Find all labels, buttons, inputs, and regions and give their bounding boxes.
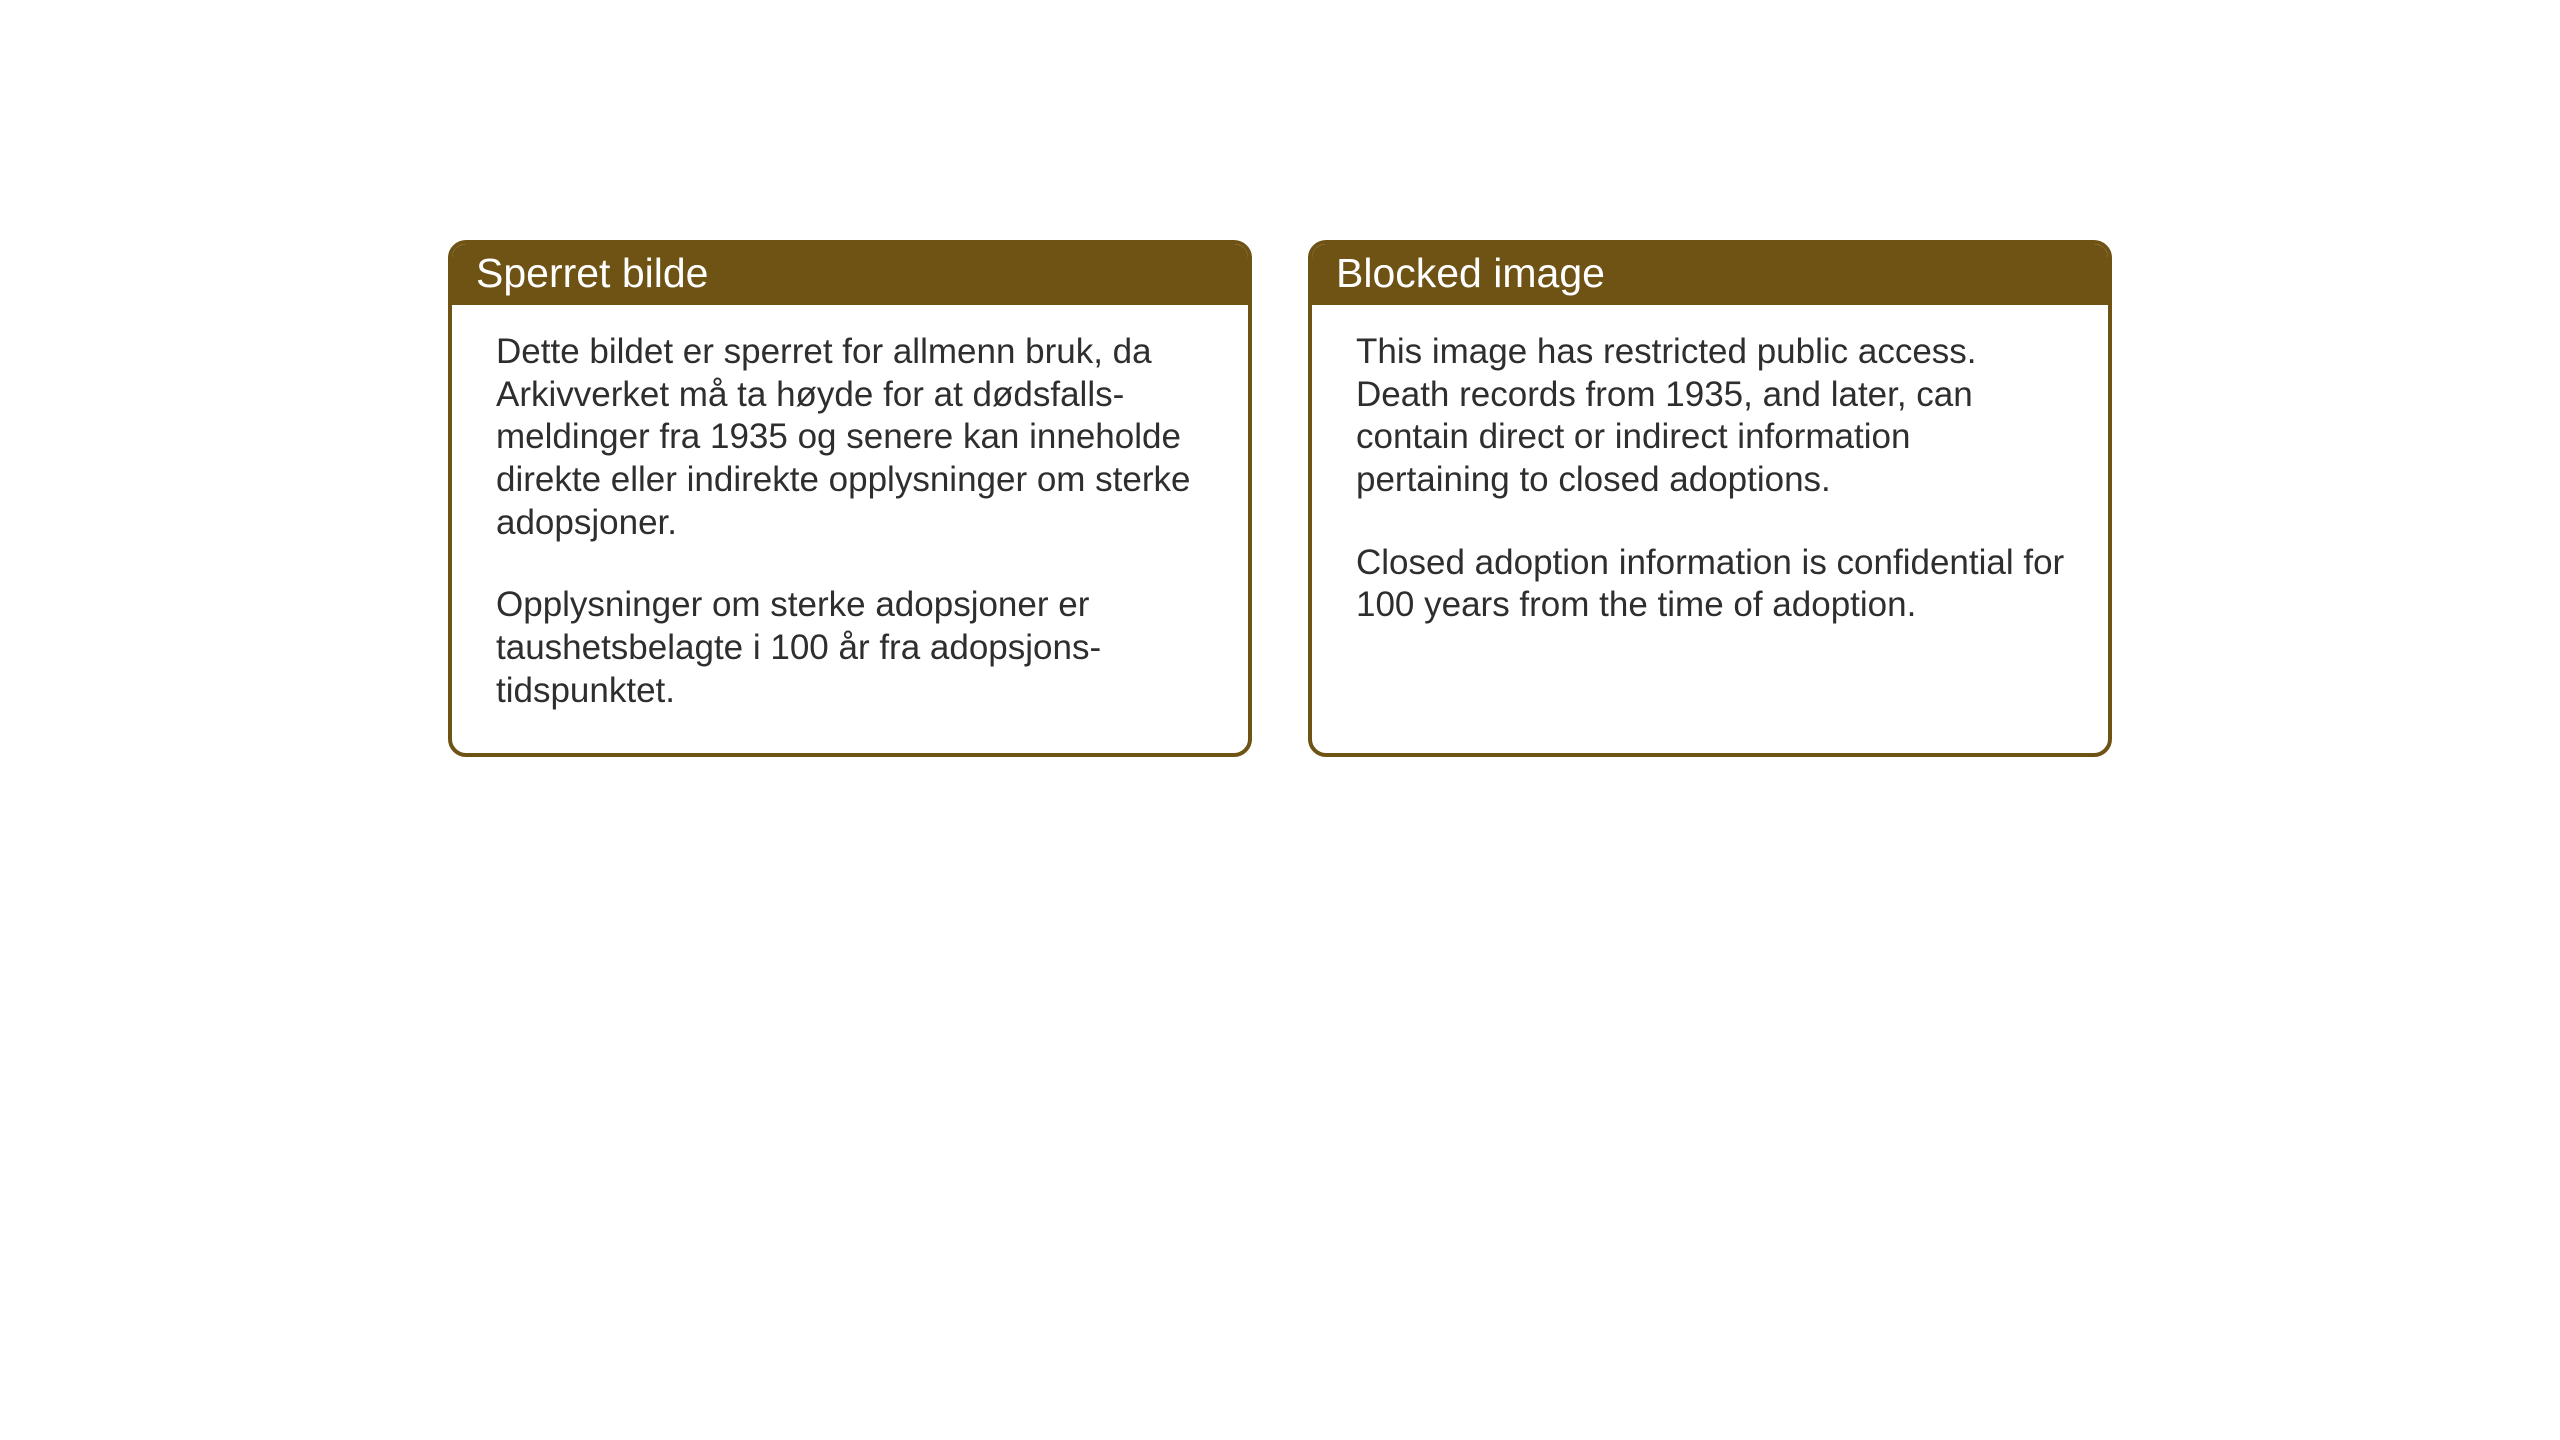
- notice-paragraph: Opplysninger om sterke adopsjoner er tau…: [496, 584, 1208, 712]
- notice-paragraph: This image has restricted public access.…: [1356, 331, 2068, 502]
- notice-paragraph: Closed adoption information is confident…: [1356, 542, 2068, 627]
- notice-container: Sperret bilde Dette bildet er sperret fo…: [448, 240, 2112, 757]
- notice-card-english: Blocked image This image has restricted …: [1308, 240, 2112, 757]
- notice-card-norwegian: Sperret bilde Dette bildet er sperret fo…: [448, 240, 1252, 757]
- notice-title-english: Blocked image: [1312, 244, 2108, 305]
- notice-title-norwegian: Sperret bilde: [452, 244, 1248, 305]
- notice-paragraph: Dette bildet er sperret for allmenn bruk…: [496, 331, 1208, 544]
- notice-body-norwegian: Dette bildet er sperret for allmenn bruk…: [452, 305, 1248, 753]
- notice-body-english: This image has restricted public access.…: [1312, 305, 2108, 667]
